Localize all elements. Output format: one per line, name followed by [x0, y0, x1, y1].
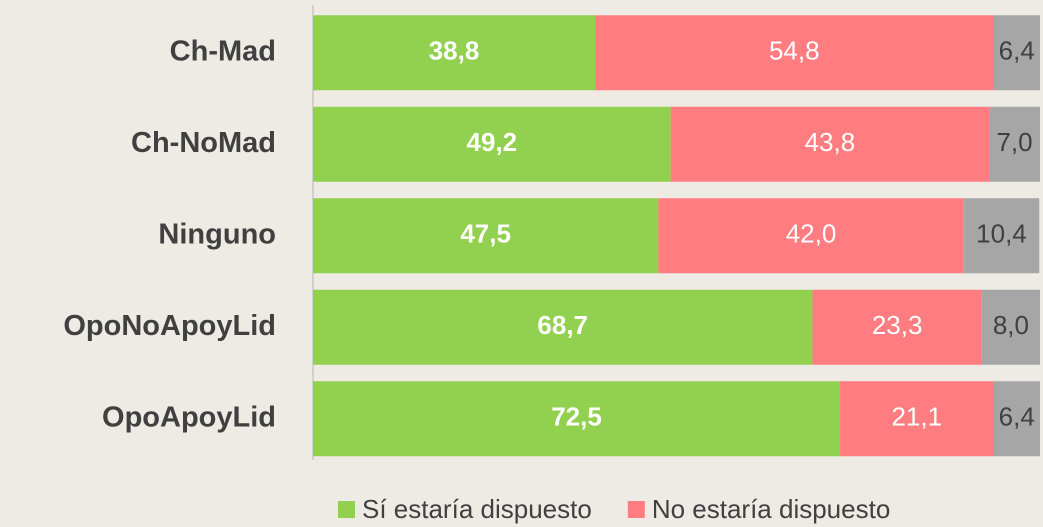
y-tick-label: OpoNoApoyLid	[63, 310, 276, 342]
legend-swatch	[338, 501, 355, 518]
bar-segment	[313, 381, 841, 457]
data-label: 54,8	[769, 36, 820, 66]
bar-segment	[812, 289, 982, 365]
bar-segment	[981, 289, 1040, 365]
bar-segment	[595, 15, 994, 91]
legend-label: No estaría dispuesto	[652, 494, 890, 524]
data-label: 38,8	[429, 36, 480, 66]
bar-segment	[840, 381, 994, 457]
bar-segment	[313, 198, 659, 274]
bar-segment	[313, 106, 671, 182]
bar-segment	[658, 198, 964, 274]
y-tick-label: OpoApoyLid	[102, 401, 276, 433]
data-label: 6,4	[999, 36, 1035, 66]
data-label: 10,4	[976, 219, 1027, 249]
data-label: 8,0	[993, 310, 1029, 340]
bar-segment	[993, 15, 1040, 91]
y-tick-label: Ch-NoMad	[131, 127, 276, 159]
data-label: 47,5	[460, 219, 511, 249]
data-label: 49,2	[467, 127, 518, 157]
data-label: 72,5	[551, 402, 602, 432]
data-label: 6,4	[999, 402, 1035, 432]
legend-label: Sí estaría dispuesto	[362, 494, 592, 524]
bar-segment	[989, 106, 1040, 182]
y-tick-label: Ch-Mad	[170, 35, 276, 67]
legend-swatch	[627, 501, 645, 518]
bar-segment	[670, 106, 990, 182]
bar-segment	[313, 15, 596, 91]
y-tick-label: Ninguno	[158, 218, 276, 250]
data-label: 23,3	[872, 310, 923, 340]
bar-segment	[963, 198, 1040, 274]
bar-segment	[993, 381, 1040, 457]
data-label: 7,0	[996, 127, 1032, 157]
data-label: 68,7	[537, 310, 588, 340]
data-label: 43,8	[805, 127, 856, 157]
data-label: 21,1	[891, 402, 942, 432]
bar-segment	[313, 289, 813, 365]
data-label: 42,0	[786, 219, 837, 249]
